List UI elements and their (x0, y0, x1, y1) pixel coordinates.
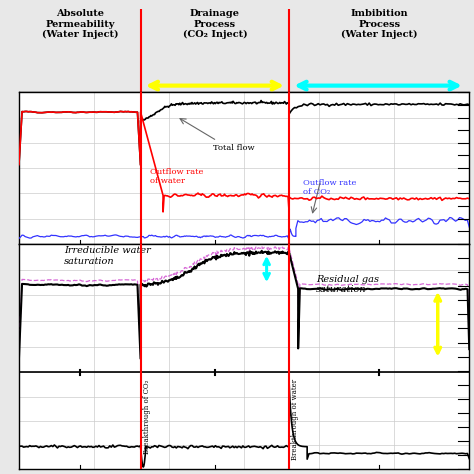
Text: Breakthrough of CO₂: Breakthrough of CO₂ (143, 379, 151, 454)
Text: Imbibition
Process
(Water Inject): Imbibition Process (Water Inject) (341, 9, 418, 39)
Text: Breakthrough of water: Breakthrough of water (292, 379, 300, 460)
Text: Irreducible water
saturation: Irreducible water saturation (64, 246, 151, 265)
Text: Total flow: Total flow (212, 144, 254, 152)
Text: Drainage
Process
(CO₂ Inject): Drainage Process (CO₂ Inject) (182, 9, 247, 39)
Text: Residual gas
saturation: Residual gas saturation (316, 275, 379, 294)
Text: Outflow rate
of CO₂: Outflow rate of CO₂ (302, 179, 356, 196)
Text: Outflow rate
of water: Outflow rate of water (149, 168, 203, 185)
Text: Absolute
Permeability
(Water Inject): Absolute Permeability (Water Inject) (42, 9, 118, 39)
